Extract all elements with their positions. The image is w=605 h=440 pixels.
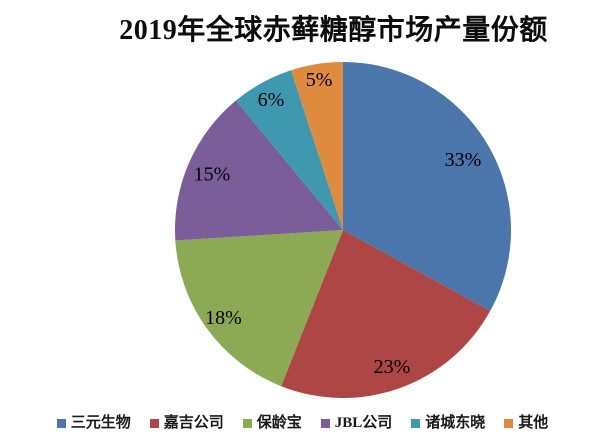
pie-slice-1 — [281, 230, 491, 398]
legend-item-0: 三元生物 — [56, 415, 131, 431]
legend-label: JBL公司 — [334, 415, 393, 431]
legend-label: 其他 — [518, 415, 549, 431]
legend-item-4: 诸城东晓 — [411, 416, 485, 431]
legend-swatch-icon — [149, 419, 159, 428]
pie-slice-label-4: 6% — [258, 89, 285, 111]
pie-slice-label-1: 23% — [374, 356, 411, 378]
legend-label: 诸城东晓 — [425, 415, 486, 431]
pie-slice-0 — [343, 62, 511, 311]
pie-slice-2 — [175, 230, 343, 387]
pie-slice-label-0: 33% — [445, 149, 482, 171]
legend-item-3: JBL公司 — [320, 415, 393, 431]
legend-label: 嘉吉公司 — [163, 415, 224, 431]
pie-slice-label-2: 18% — [205, 307, 242, 329]
pie-slice-label-5: 5% — [306, 69, 333, 91]
pie-slice-label-3: 15% — [194, 163, 231, 185]
legend-label: 保龄宝 — [256, 415, 302, 431]
legend-item-1: 嘉吉公司 — [149, 415, 224, 431]
chart-legend: 三元生物 嘉吉公司 保龄宝 JBL公司 诸城东晓 其他 — [0, 416, 605, 431]
legend-item-5: 其他 — [504, 416, 548, 431]
legend-label: 三元生物 — [70, 415, 131, 431]
legend-swatch-icon — [242, 419, 252, 428]
legend-swatch-icon — [320, 419, 330, 428]
legend-swatch-icon — [411, 419, 421, 428]
legend-swatch-icon — [56, 419, 66, 428]
pie-slice-5 — [291, 61, 343, 230]
chart-title: 2019年全球赤藓糖醇市场产量份额 — [119, 15, 548, 46]
legend-swatch-icon — [504, 419, 514, 428]
legend-item-2: 保龄宝 — [242, 415, 302, 431]
pie-slice-3 — [174, 100, 343, 241]
pie-slice-4 — [235, 70, 343, 230]
